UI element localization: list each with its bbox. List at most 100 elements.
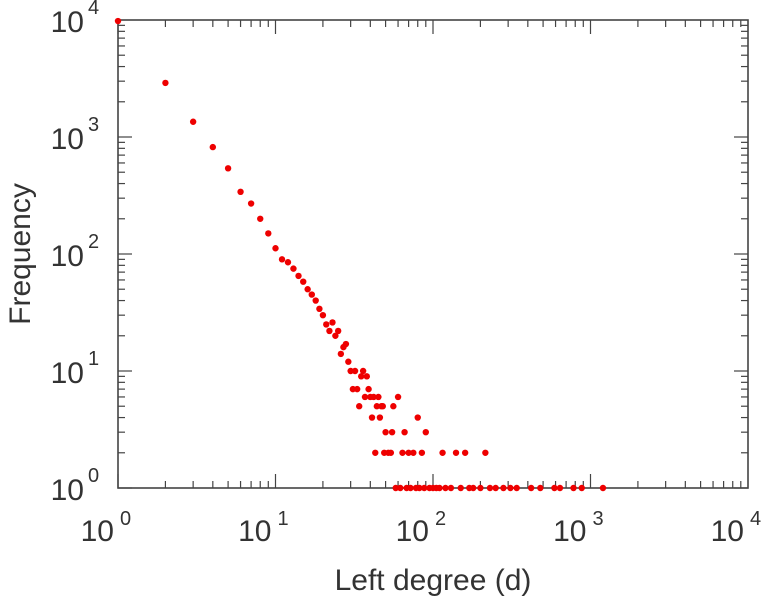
data-point <box>300 278 307 285</box>
x-tick-exponent: 0 <box>120 508 131 530</box>
data-point <box>312 297 319 304</box>
data-point <box>308 291 315 298</box>
data-point <box>365 385 372 393</box>
data-point <box>224 165 232 172</box>
data-point <box>401 428 408 436</box>
y-tick-label: 10 <box>51 474 84 507</box>
data-point <box>284 259 292 266</box>
data-point <box>237 188 244 196</box>
x-tick-label: 10 <box>81 515 114 548</box>
data-point <box>387 449 395 456</box>
data-point <box>416 484 423 492</box>
data-point <box>337 350 345 358</box>
data-point <box>551 484 558 492</box>
y-tick-exponent: 4 <box>88 0 99 19</box>
data-point <box>359 367 367 375</box>
data-point <box>257 215 264 222</box>
data-point <box>394 393 402 401</box>
data-point <box>452 449 460 456</box>
data-point <box>345 358 352 365</box>
x-tick-exponent: 4 <box>750 508 761 530</box>
data-point <box>486 484 494 492</box>
x-tick-exponent: 2 <box>435 508 446 530</box>
x-tick-exponent: 3 <box>593 508 604 530</box>
data-point <box>439 449 446 456</box>
y-tick-label: 10 <box>51 123 84 156</box>
data-point <box>399 449 406 456</box>
data-point <box>537 484 544 492</box>
data-point <box>397 484 404 492</box>
data-point <box>376 414 384 421</box>
data-point <box>390 403 397 410</box>
data-point <box>578 484 585 492</box>
data-point <box>492 484 499 492</box>
data-point <box>347 367 354 375</box>
data-point <box>278 256 286 263</box>
data-point <box>382 428 389 436</box>
y-tick-label: 10 <box>51 6 84 39</box>
data-point <box>363 373 371 380</box>
y-tick-exponent: 2 <box>88 231 99 253</box>
x-tick-exponent: 1 <box>278 508 289 530</box>
data-point <box>326 327 333 335</box>
tick-labels: 10 0 10 1 10 2 10 3 10 410 010 110 210 310 4 <box>51 0 762 548</box>
data-point <box>482 449 489 456</box>
data-point <box>375 393 382 401</box>
x-tick-label: 10 <box>711 515 744 548</box>
data-point <box>422 428 429 436</box>
data-point <box>114 17 122 25</box>
data-point <box>295 272 302 280</box>
data-point <box>361 393 369 401</box>
x-tick-label: 10 <box>396 515 429 548</box>
data-point <box>370 393 377 401</box>
data-point <box>332 332 339 339</box>
y-tick-label: 10 <box>51 357 84 390</box>
data-point <box>189 118 197 125</box>
data-point <box>405 449 412 456</box>
data-point <box>356 403 363 410</box>
data-point <box>513 484 520 492</box>
data-point <box>373 403 381 410</box>
data-point <box>329 319 336 326</box>
data-point <box>507 484 514 492</box>
data-point <box>323 321 330 328</box>
axis-ticks <box>117 20 748 489</box>
data-point <box>477 484 484 492</box>
data-point <box>410 449 417 456</box>
data-point <box>290 265 297 272</box>
data-point <box>379 403 386 410</box>
x-axis-label: Left degree (d) <box>335 564 532 597</box>
data-point <box>414 414 421 421</box>
y-axis-label: Frequency <box>4 183 37 325</box>
data-point <box>470 484 477 492</box>
y-tick-exponent: 3 <box>88 114 99 136</box>
data-point <box>570 484 577 492</box>
data-point <box>319 311 327 319</box>
data-point <box>353 385 361 393</box>
data-point <box>368 414 376 421</box>
data-point <box>372 449 379 456</box>
y-tick-exponent: 0 <box>88 465 99 487</box>
x-tick-label: 10 <box>238 515 271 548</box>
data-point <box>461 449 469 456</box>
data-point <box>209 143 217 151</box>
data-point <box>418 449 426 456</box>
data-point <box>334 327 342 335</box>
data-point <box>265 230 272 237</box>
data-point <box>247 200 255 207</box>
data-point <box>457 484 464 492</box>
data-point <box>447 484 455 492</box>
data-point <box>351 367 359 375</box>
data-point <box>500 484 507 492</box>
data-point <box>316 305 323 313</box>
data-point <box>442 484 449 492</box>
y-tick-exponent: 1 <box>88 348 99 370</box>
data-point <box>599 484 607 492</box>
data-point <box>388 428 396 436</box>
data-point <box>421 484 428 492</box>
data-points <box>114 17 607 492</box>
data-point <box>436 484 443 492</box>
data-point <box>392 484 399 492</box>
x-tick-label: 10 <box>553 515 586 548</box>
